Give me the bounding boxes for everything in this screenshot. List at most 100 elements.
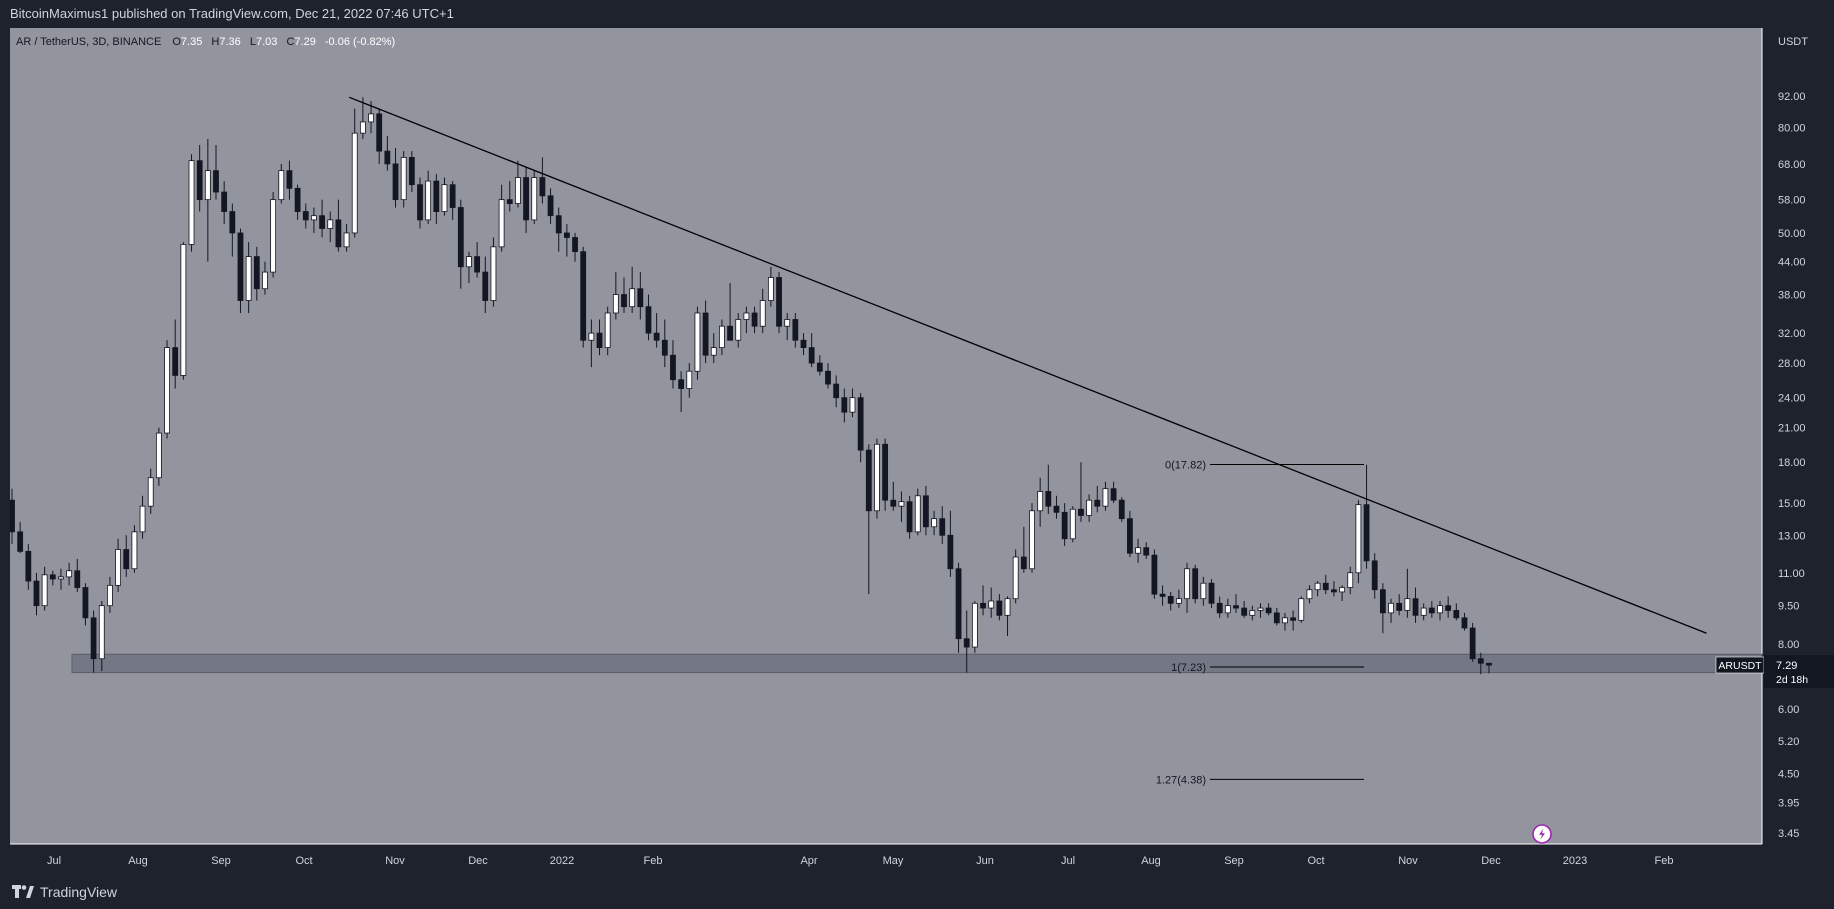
candle (506, 181, 513, 212)
candle-body (539, 177, 546, 197)
candle (253, 246, 260, 301)
lightning-bolt-icon[interactable] (1532, 824, 1552, 844)
candle-body (82, 587, 89, 619)
candle (963, 610, 970, 673)
candle (710, 333, 717, 364)
candle-body (906, 501, 913, 533)
candle-body (155, 432, 162, 479)
candle-body (262, 271, 268, 290)
candle-body (1331, 589, 1337, 593)
price-tick-label: 6.00 (1778, 704, 1799, 716)
candle (66, 562, 73, 586)
candle-body (947, 534, 954, 570)
fib-level-label: 1.27(4.38) (1156, 774, 1206, 786)
candle (874, 438, 880, 519)
candle-body (180, 244, 187, 376)
candle (767, 266, 774, 307)
candle (1322, 574, 1329, 595)
candle-body (253, 256, 260, 290)
candle (1167, 591, 1174, 611)
time-axis-ticks: Jul Aug Sep Oct Nov Dec 2022 Feb Apr May Jun Jul Aug… (47, 855, 1674, 867)
candle (286, 160, 293, 200)
candle-body (115, 549, 121, 586)
candle-body (759, 300, 766, 327)
candle (857, 393, 864, 463)
candle-body (531, 177, 538, 221)
candlestick-chart[interactable]: 0(17.82) 1(7.23) 1.27(4.38) 92.00 80.00 68.0… (9, 28, 1834, 874)
candle-body (188, 160, 195, 245)
candle (792, 313, 799, 348)
candle (1078, 462, 1084, 522)
candle (955, 562, 962, 653)
candle (1347, 566, 1354, 595)
plot-area[interactable] (10, 28, 1762, 844)
last-price-badge: ARUSDT 7.29 2d 18h (1715, 655, 1834, 688)
candle (1192, 564, 1199, 604)
candle (686, 363, 693, 398)
legend-symbol: AR / TetherUS, 3D, BINANCE (16, 36, 161, 48)
candle (563, 224, 570, 257)
price-axis-ticks: 92.00 80.00 68.00 58.00 50.00 44.00 38.00 32.00… (1778, 91, 1806, 840)
candle-body (523, 177, 529, 221)
candle (155, 427, 162, 486)
candle (302, 203, 309, 229)
candle-body (376, 113, 383, 152)
candle (1208, 578, 1215, 609)
candle (572, 232, 578, 262)
candle (172, 319, 179, 389)
legend-open: 7.35 (181, 36, 202, 48)
candle-body (1339, 587, 1345, 593)
candle (604, 306, 611, 356)
price-axis-panel[interactable] (1762, 28, 1834, 874)
candle-body (1053, 505, 1060, 513)
candle (1184, 562, 1190, 613)
candle-body (1110, 488, 1117, 501)
candle (808, 333, 815, 368)
candle-body (604, 312, 611, 348)
candle (482, 256, 489, 314)
fib-level-label: 1(7.23) (1171, 662, 1206, 674)
symbol-badge-text: ARUSDT (1718, 660, 1762, 672)
candle (425, 170, 432, 225)
candle (596, 319, 603, 356)
candle (180, 242, 187, 380)
price-tick-label: 5.20 (1778, 736, 1799, 748)
candle (539, 157, 546, 204)
candle (41, 566, 48, 611)
candle (931, 510, 937, 536)
candle (743, 306, 750, 334)
candle-body (686, 370, 693, 389)
candle (1486, 662, 1492, 674)
candle (33, 572, 40, 616)
candle-body (612, 294, 619, 314)
ohlc-legend: AR / TetherUS, 3D, BINANCE O7.35 H7.36 L… (16, 36, 395, 48)
time-tick-label: May (883, 855, 904, 867)
candle (25, 544, 32, 590)
candle (1216, 596, 1223, 618)
candle (816, 355, 823, 376)
candle-body (841, 397, 848, 413)
price-tick-label: 3.45 (1778, 828, 1799, 840)
candle-body (1208, 582, 1215, 604)
candle-body (988, 600, 995, 609)
candle-body (572, 237, 578, 253)
candle-body (963, 638, 970, 648)
time-tick-label: Oct (295, 855, 312, 867)
candle (906, 495, 913, 539)
tradingview-logo[interactable]: TradingView (12, 884, 117, 900)
candle (1241, 600, 1248, 618)
candle (417, 177, 423, 229)
time-axis-panel[interactable] (10, 844, 1762, 874)
candle (1053, 495, 1060, 519)
fib-levels-group: 0(17.82) 1(7.23) 1.27(4.38) (1156, 459, 1364, 786)
candle-body (923, 495, 929, 528)
candle-body (221, 191, 228, 212)
descending-trendline[interactable] (349, 96, 1707, 634)
candle (890, 481, 897, 511)
candle (1265, 603, 1272, 616)
price-tick-label: 58.00 (1778, 195, 1806, 207)
candle (637, 272, 644, 320)
chart-frame[interactable]: 0(17.82) 1(7.23) 1.27(4.38) 92.00 80.00 68.0… (9, 28, 1834, 874)
candle-body (1306, 589, 1313, 600)
candle-body (498, 199, 505, 248)
